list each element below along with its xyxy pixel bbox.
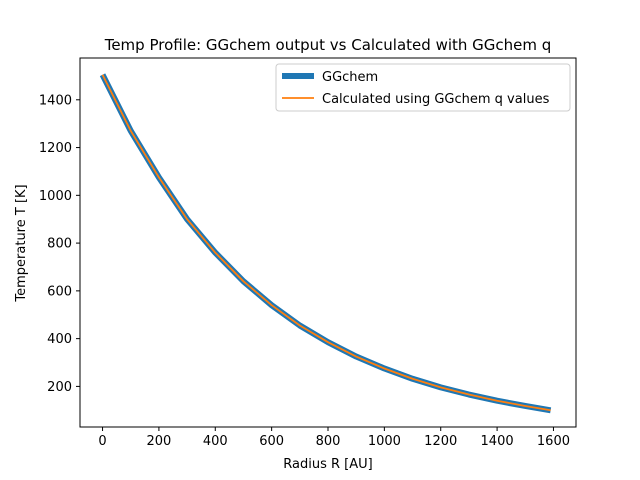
x-tick-label: 1600 xyxy=(537,434,570,449)
series-line-calculated xyxy=(101,74,551,412)
y-tick-label: 200 xyxy=(47,380,72,395)
x-tick-label: 1200 xyxy=(424,434,457,449)
x-tick-label: 200 xyxy=(146,434,171,449)
y-tick-label: 400 xyxy=(47,332,72,347)
x-axis-label: Radius R [AU] xyxy=(283,457,372,472)
x-tick-label: 0 xyxy=(98,434,106,449)
y-tick-label: 800 xyxy=(47,237,72,252)
x-tick-label: 400 xyxy=(203,434,228,449)
x-tick-label: 1400 xyxy=(481,434,514,449)
y-tick-label: 1200 xyxy=(39,141,72,156)
x-tick-label: 800 xyxy=(316,434,341,449)
x-tick-label: 1000 xyxy=(368,434,401,449)
legend-label-calculated: Calculated using GGchem q values xyxy=(322,92,550,107)
chart-title: Temp Profile: GGchem output vs Calculate… xyxy=(104,36,552,54)
legend-label-ggchem: GGchem xyxy=(322,70,378,85)
plot-area xyxy=(80,58,576,427)
x-tick-label: 600 xyxy=(259,434,284,449)
legend-box xyxy=(275,63,571,112)
y-tick-label: 1400 xyxy=(39,93,72,108)
y-axis-ticks: 200 400 600 800 1000 1200 1400 xyxy=(39,93,80,395)
legend: GGchem Calculated using GGchem q values xyxy=(275,63,571,112)
y-tick-label: 1000 xyxy=(39,189,72,204)
y-tick-label: 600 xyxy=(47,284,72,299)
x-axis-ticks: 0 200 400 600 800 1000 1200 1400 1600 xyxy=(98,427,570,449)
series-layer xyxy=(99,73,552,414)
y-axis-label: Temperature T [K] xyxy=(14,184,29,302)
